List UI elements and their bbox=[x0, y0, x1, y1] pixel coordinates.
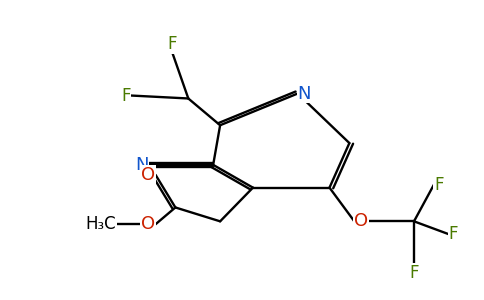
Text: F: F bbox=[409, 264, 419, 282]
Text: N: N bbox=[135, 156, 149, 174]
Text: F: F bbox=[434, 176, 443, 194]
Text: O: O bbox=[354, 212, 368, 230]
Text: O: O bbox=[141, 166, 155, 184]
Text: F: F bbox=[449, 225, 458, 243]
Text: N: N bbox=[298, 85, 311, 103]
Text: H₃C: H₃C bbox=[85, 215, 116, 233]
Text: F: F bbox=[167, 35, 177, 53]
Text: O: O bbox=[141, 215, 155, 233]
Text: F: F bbox=[121, 86, 131, 104]
